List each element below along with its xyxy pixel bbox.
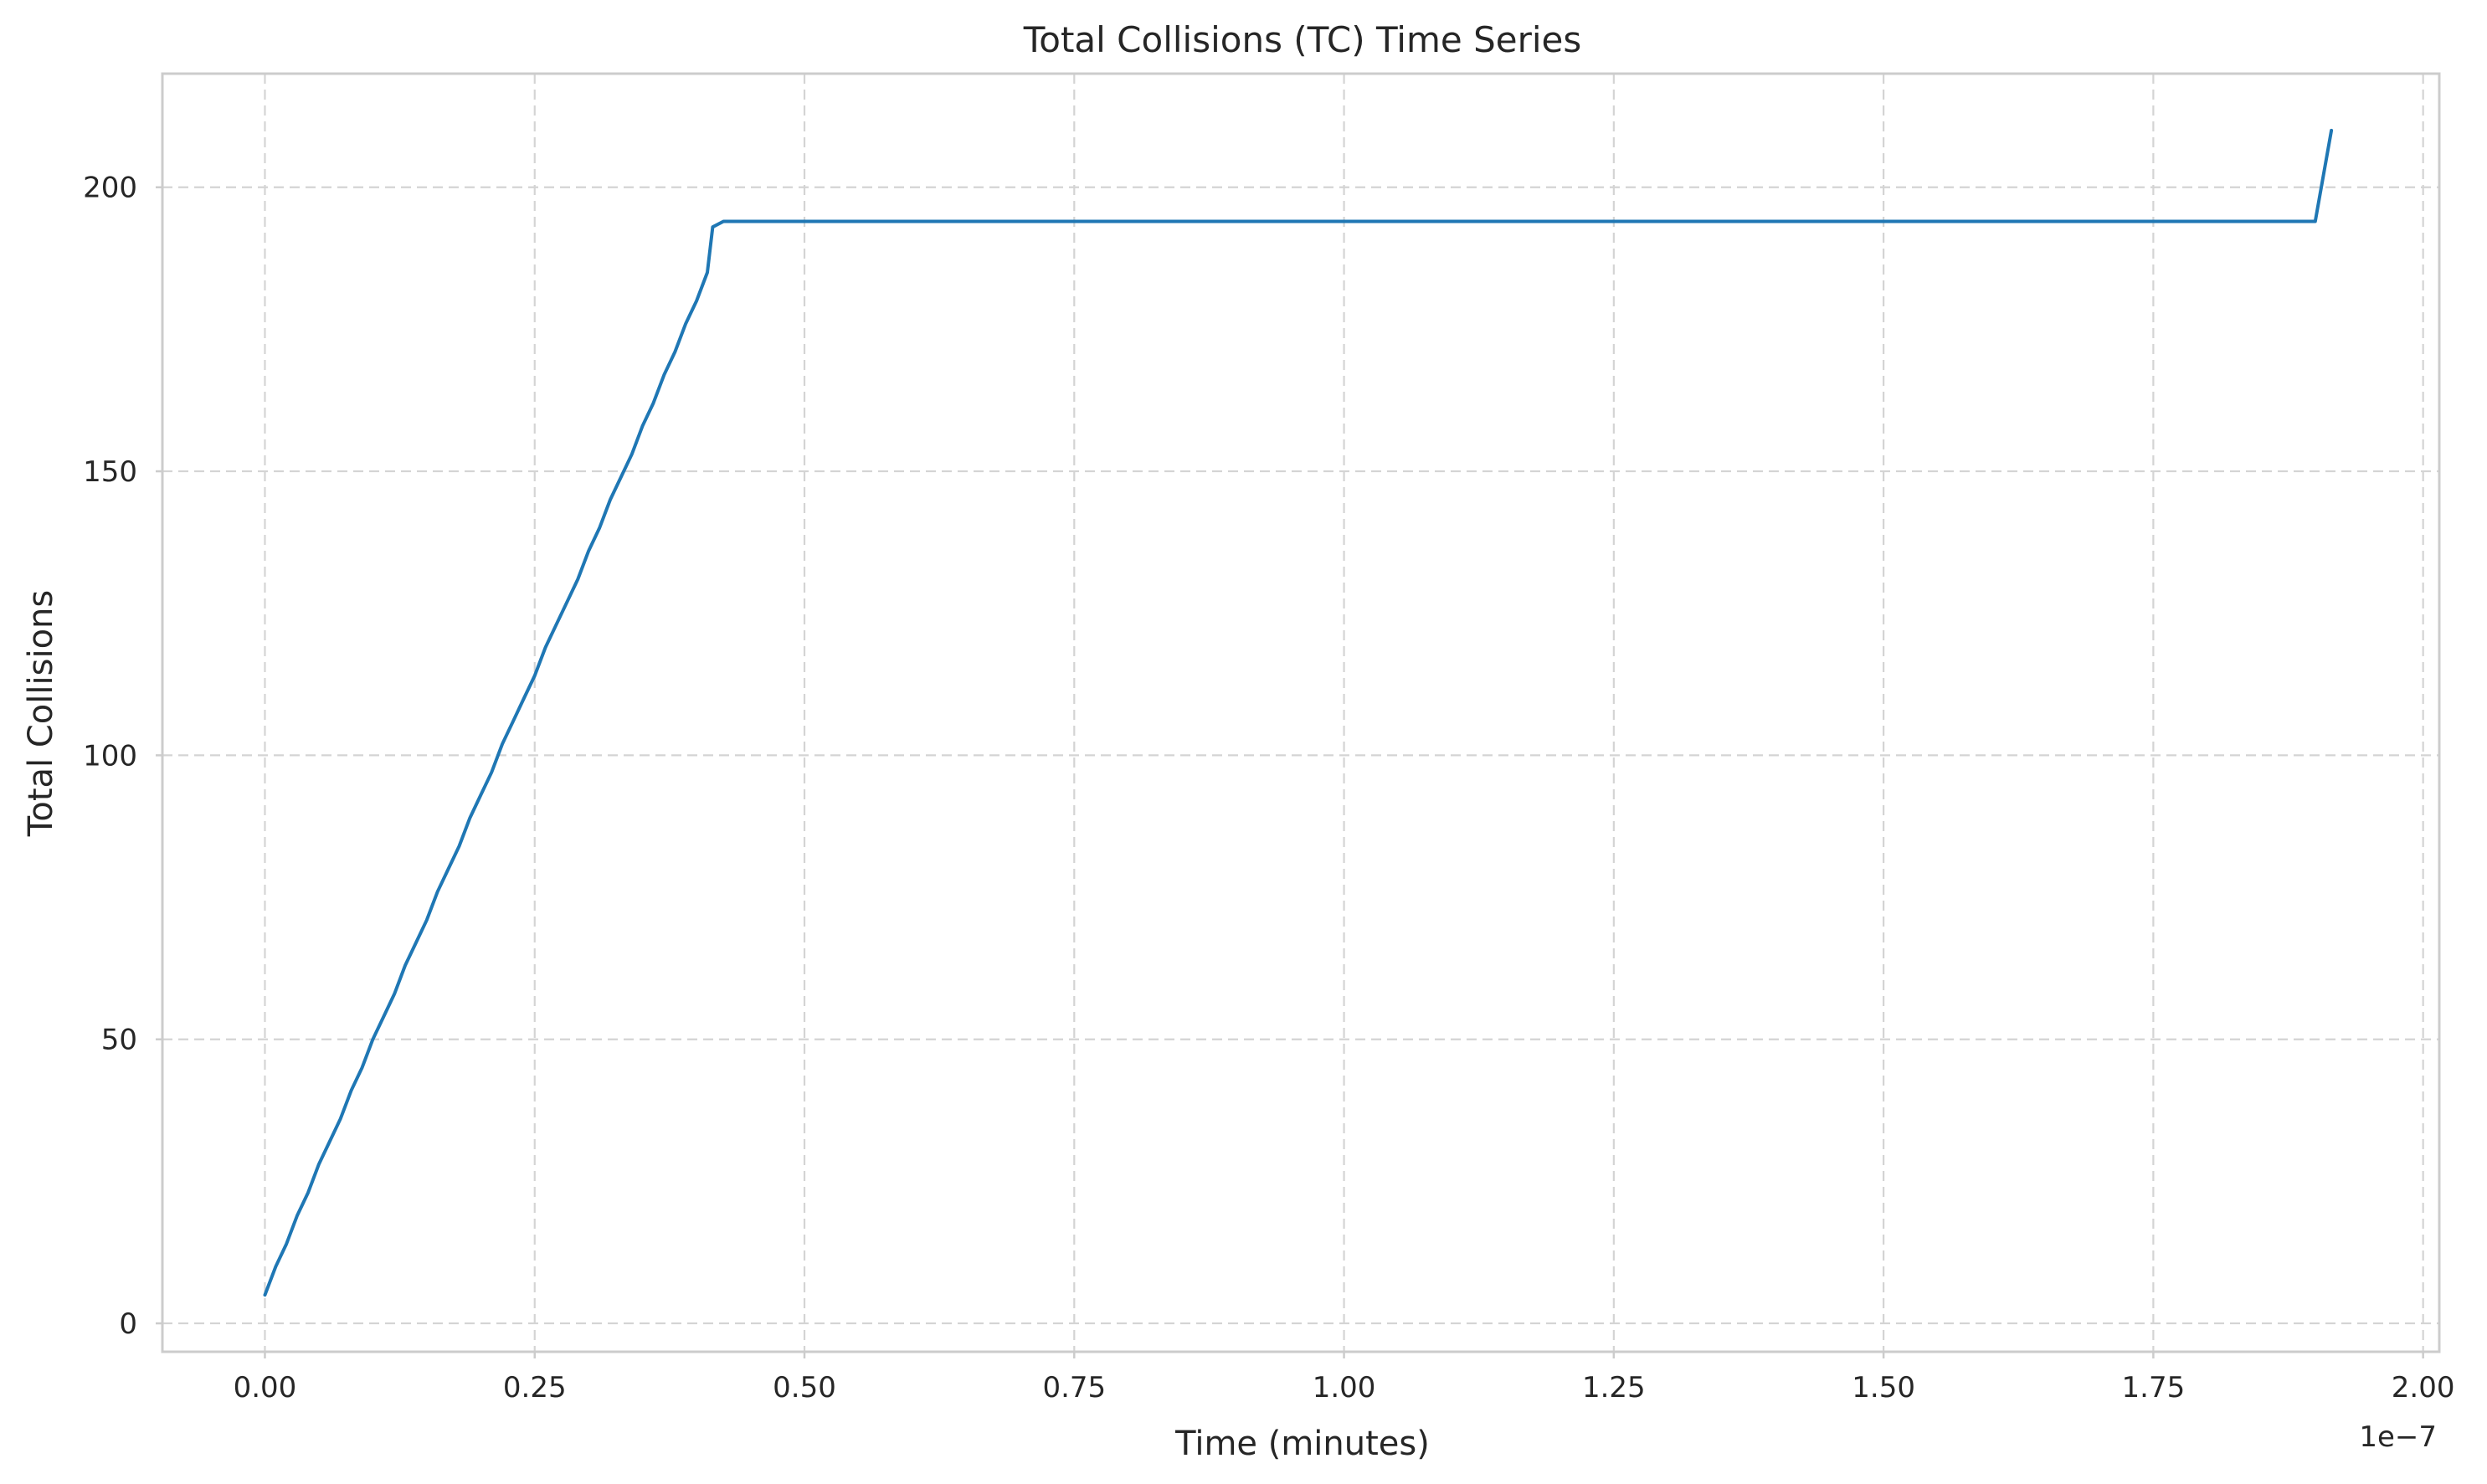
y-gridlines [162,186,2439,1325]
x-gridlines [264,74,2424,1352]
x-axis-offset-label: 1e−7 [2359,1420,2437,1454]
x-tick-label: 0.50 [773,1371,836,1404]
y-axis: 0 50 100 150 200 [83,172,162,1341]
series-layer [263,128,2334,1297]
x-axis-label: Time (minutes) [1174,1425,1430,1463]
x-tick-label: 1.50 [1852,1371,1915,1404]
series-line-0 [263,128,2334,1297]
y-tick-label: 100 [83,739,137,773]
x-tick-label: 1.75 [2122,1371,2186,1404]
y-tick-label: 150 [83,455,137,489]
y-tick-label: 200 [83,172,137,205]
y-tick-label: 0 [119,1307,137,1341]
x-axis: 0.00 0.25 0.50 0.75 1.00 1.25 1.50 1.75 2.00 [234,1352,2455,1404]
plot-frame [161,72,2441,1353]
y-axis-label: Total Collisions [22,590,60,838]
x-tick-label: 1.25 [1582,1371,1646,1404]
x-tick-label: 2.00 [2392,1371,2455,1404]
x-tick-label: 1.00 [1313,1371,1376,1404]
x-tick-label: 0.25 [503,1371,567,1404]
x-tick-label: 0.00 [234,1371,297,1404]
y-tick-label: 50 [101,1024,137,1057]
x-tick-label: 0.75 [1042,1371,1106,1404]
chart-title: Total Collisions (TC) Time Series [1023,19,1582,60]
